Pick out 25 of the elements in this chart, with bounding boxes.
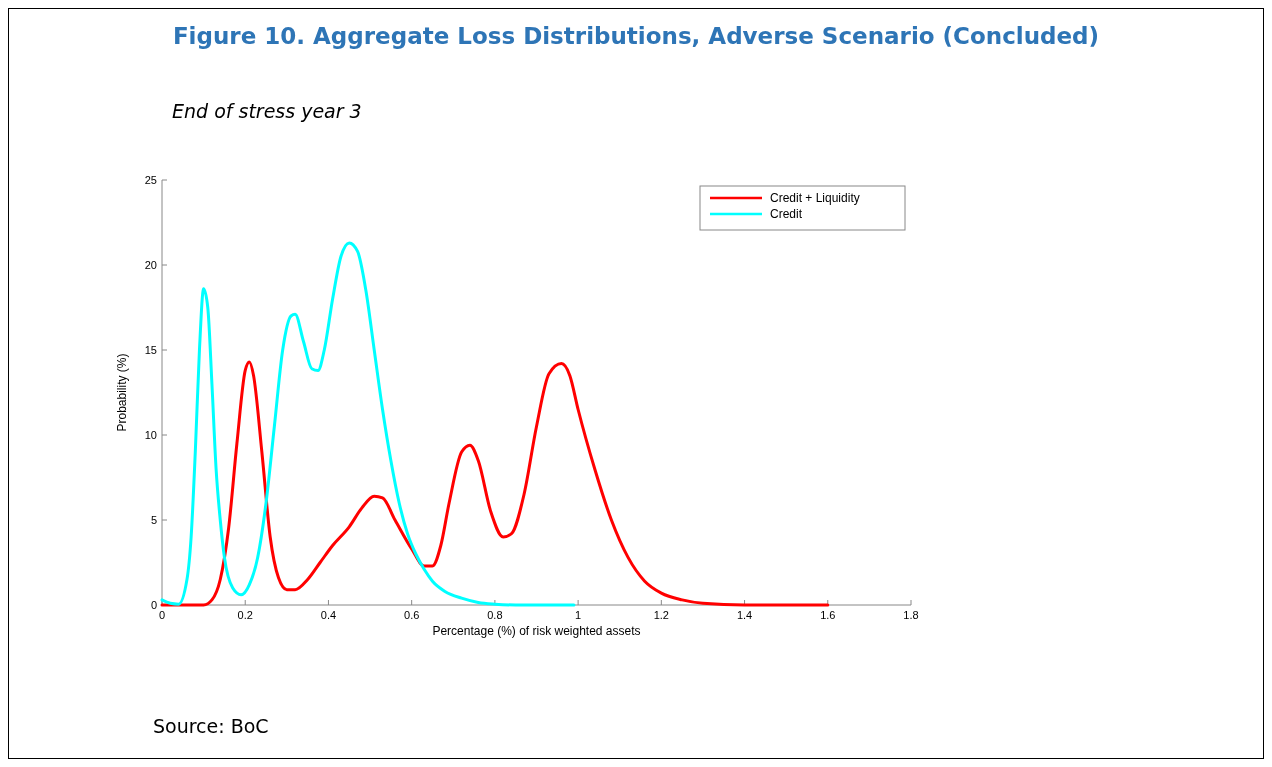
x-tick-label: 0.6 [404,609,420,621]
x-tick-label: 1.6 [820,609,836,621]
line-series [160,241,576,607]
y-tick-label: 0 [150,599,157,611]
y-tick-label: 20 [144,259,157,271]
y-tick-label: 15 [144,344,157,356]
y-tick-label: 10 [144,429,157,441]
legend-label: Credit + Liquidity [770,191,860,205]
legend-label: Credit [770,207,803,221]
x-tick-label: 0.2 [237,609,253,621]
y-axis-title: Probability (%) [115,353,129,432]
x-tick-label: 1.4 [736,609,753,621]
chart-title: Figure 10. Aggregate Loss Distributions, Adverse Scenario (Concluded) [172,23,1100,49]
x-tick-label: 0.4 [320,609,337,621]
x-tick-label: 1 [575,609,582,621]
x-tick-label: 0.8 [487,609,503,621]
y-tick-label: 25 [144,174,157,186]
chart-subtitle: End of stress year 3 [172,100,362,122]
line-series [160,360,830,607]
x-tick-label: 0 [158,609,166,621]
y-tick-label: 5 [150,514,157,526]
x-tick-label: 1.2 [653,609,669,621]
x-tick-label: 1.8 [903,609,919,621]
source-note: Source: BoC [153,715,269,737]
x-axis-title: Percentage (%) of risk weighted assets [432,624,641,638]
